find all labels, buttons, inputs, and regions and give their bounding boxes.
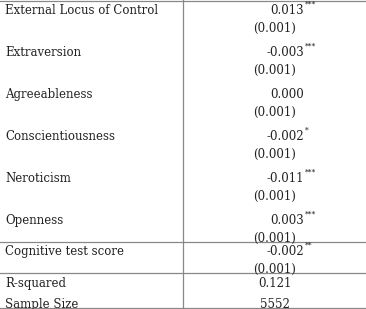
- Text: ***: ***: [305, 169, 316, 177]
- Text: -0.011: -0.011: [266, 172, 304, 185]
- Text: Extraversion: Extraversion: [5, 46, 82, 59]
- Text: Sample Size: Sample Size: [5, 298, 79, 309]
- Text: (0.001): (0.001): [253, 232, 296, 245]
- Text: ***: ***: [305, 1, 316, 9]
- Text: 0.000: 0.000: [270, 88, 304, 101]
- Text: Cognitive test score: Cognitive test score: [5, 245, 124, 258]
- Text: **: **: [305, 242, 312, 250]
- Text: *: *: [305, 127, 308, 135]
- Text: Agreeableness: Agreeableness: [5, 88, 93, 101]
- Text: 0.013: 0.013: [270, 4, 304, 17]
- Text: R-squared: R-squared: [5, 277, 67, 290]
- Text: Openness: Openness: [5, 214, 64, 227]
- Text: Neroticism: Neroticism: [5, 172, 71, 185]
- Text: 0.121: 0.121: [258, 277, 291, 290]
- Text: (0.001): (0.001): [253, 190, 296, 203]
- Text: 5552: 5552: [259, 298, 290, 309]
- Text: 0.003: 0.003: [270, 214, 304, 227]
- Text: (0.001): (0.001): [253, 64, 296, 77]
- Text: Conscientiousness: Conscientiousness: [5, 130, 116, 143]
- Text: (0.001): (0.001): [253, 148, 296, 161]
- Text: (0.001): (0.001): [253, 263, 296, 276]
- Text: -0.003: -0.003: [266, 46, 304, 59]
- Text: External Locus of Control: External Locus of Control: [5, 4, 158, 17]
- Text: -0.002: -0.002: [266, 130, 304, 143]
- Text: ***: ***: [305, 43, 316, 51]
- Text: (0.001): (0.001): [253, 106, 296, 119]
- Text: ***: ***: [305, 211, 316, 219]
- Text: (0.001): (0.001): [253, 22, 296, 35]
- Text: -0.002: -0.002: [266, 245, 304, 258]
